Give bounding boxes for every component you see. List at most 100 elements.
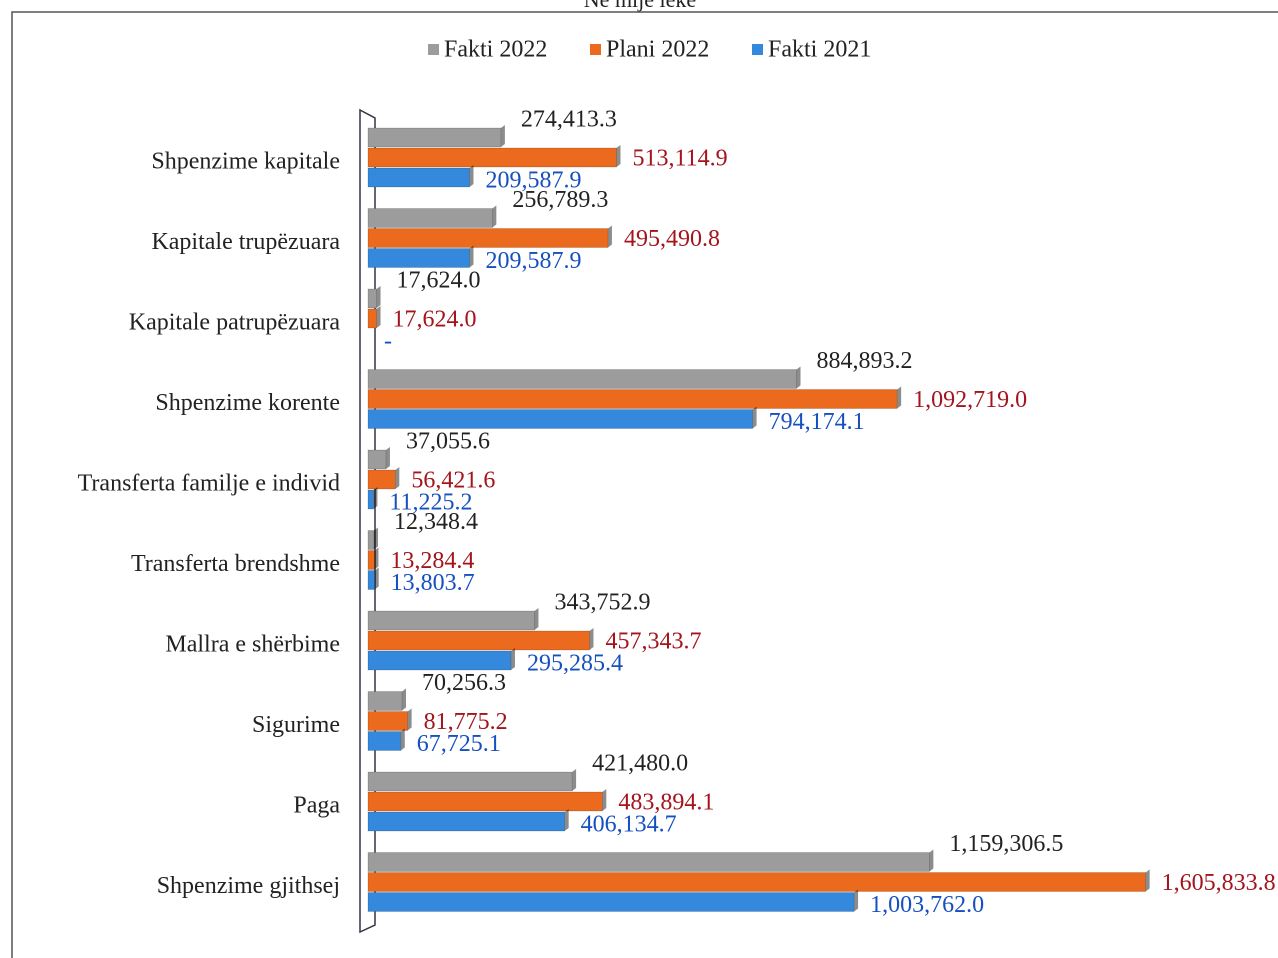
data-label: 67,725.1 bbox=[417, 731, 501, 757]
data-label: 56,421.6 bbox=[411, 468, 495, 494]
bar-side bbox=[534, 608, 539, 630]
y-tick-label: Sigurime bbox=[252, 712, 340, 738]
data-label: 483,894.1 bbox=[618, 790, 714, 816]
data-label: 274,413.3 bbox=[521, 107, 617, 133]
bar bbox=[367, 409, 753, 429]
bar-side bbox=[374, 547, 379, 570]
legend-swatch bbox=[752, 44, 763, 55]
data-label: 17,624.0 bbox=[397, 268, 481, 294]
frame bbox=[11, 11, 1278, 958]
bar-side bbox=[374, 567, 379, 590]
bar bbox=[367, 610, 535, 631]
bar bbox=[367, 892, 855, 912]
bar-side bbox=[752, 406, 757, 429]
bar bbox=[367, 369, 797, 389]
bar bbox=[367, 811, 565, 832]
bar bbox=[367, 791, 603, 812]
bar bbox=[367, 711, 408, 731]
bar bbox=[367, 550, 375, 570]
y-tick-label: Transferta brendshme bbox=[131, 551, 340, 577]
y-tick-label: Kapitale trupëzuara bbox=[151, 229, 340, 255]
data-label: 295,285.4 bbox=[527, 651, 623, 677]
legend-label: Plani 2022 bbox=[606, 37, 709, 63]
bar bbox=[367, 872, 1146, 892]
bar bbox=[367, 228, 609, 248]
bar-side bbox=[400, 728, 405, 751]
bar-side bbox=[589, 628, 594, 650]
bar-side bbox=[796, 366, 801, 389]
data-label: 13,803.7 bbox=[391, 570, 475, 596]
bar bbox=[367, 308, 377, 329]
bar bbox=[367, 530, 375, 550]
y-tick-label: Mallra e shërbime bbox=[165, 632, 340, 658]
bar-side bbox=[897, 386, 902, 409]
bar bbox=[367, 288, 377, 309]
data-label: 1,159,306.5 bbox=[949, 831, 1063, 857]
y-tick-label: Shpenzime korente bbox=[155, 390, 340, 416]
bar bbox=[367, 650, 512, 671]
bar bbox=[367, 771, 573, 792]
bar-side bbox=[373, 487, 378, 509]
legend-swatch bbox=[428, 44, 439, 55]
data-label: 495,490.8 bbox=[624, 226, 720, 252]
data-label: - bbox=[384, 329, 392, 355]
data-label: 457,343.7 bbox=[605, 629, 701, 655]
bar-side bbox=[616, 145, 621, 167]
bar bbox=[367, 731, 402, 751]
data-label: 209,587.9 bbox=[485, 168, 581, 194]
data-label: 256,789.3 bbox=[512, 187, 608, 213]
bar bbox=[367, 208, 493, 228]
bar-side bbox=[510, 648, 515, 670]
data-label: 421,480.0 bbox=[592, 751, 688, 777]
bar-side bbox=[469, 165, 474, 187]
y-tick-label: Kapitale patrupëzuara bbox=[129, 310, 341, 336]
bar-side bbox=[500, 125, 505, 147]
legend-swatch bbox=[590, 44, 601, 55]
y-tick-label: Paga bbox=[293, 793, 340, 819]
y-tick-label: Transferta familje e individ bbox=[78, 471, 340, 497]
legend-label: Fakti 2022 bbox=[444, 37, 547, 63]
data-label: 884,893.2 bbox=[817, 348, 913, 374]
legend-label: Fakti 2021 bbox=[768, 37, 871, 63]
bar-side bbox=[602, 789, 607, 811]
data-label: 1,605,833.8 bbox=[1162, 870, 1276, 896]
data-label: 12,348.4 bbox=[394, 509, 478, 535]
data-label: 343,752.9 bbox=[554, 590, 650, 616]
bar-side bbox=[572, 769, 577, 791]
data-label: 37,055.6 bbox=[406, 429, 490, 455]
data-label: 13,284.4 bbox=[390, 548, 474, 574]
bar-side bbox=[373, 527, 378, 550]
bar-side bbox=[564, 809, 569, 831]
data-label: 81,775.2 bbox=[424, 709, 508, 735]
bar bbox=[367, 691, 403, 711]
bar bbox=[367, 469, 396, 490]
data-label: 17,624.0 bbox=[393, 307, 477, 333]
y-tick-label: Shpenzime kapitale bbox=[151, 149, 340, 175]
bar-side bbox=[376, 286, 381, 308]
data-label: 794,174.1 bbox=[769, 409, 865, 435]
bar-side bbox=[469, 245, 474, 268]
bar-side bbox=[395, 467, 400, 489]
bar-side bbox=[1145, 869, 1150, 892]
bar bbox=[367, 147, 617, 168]
data-label: 1,003,762.0 bbox=[870, 892, 984, 918]
bar bbox=[367, 167, 470, 188]
bar-side bbox=[854, 889, 859, 912]
y-tick-label: Shpenzime gjithsej bbox=[157, 873, 340, 899]
bar-side bbox=[407, 708, 412, 731]
bar bbox=[367, 630, 590, 651]
bar bbox=[367, 389, 898, 409]
data-label: 406,134.7 bbox=[581, 812, 677, 838]
bar-side bbox=[607, 225, 612, 248]
data-label: 513,114.9 bbox=[632, 146, 727, 172]
data-label: 1,092,719.0 bbox=[913, 387, 1027, 413]
bar-side bbox=[402, 688, 407, 711]
data-label: 70,256.3 bbox=[422, 670, 506, 696]
chart-subtitle: Në mijë lekë bbox=[584, 0, 696, 12]
bar bbox=[367, 489, 374, 510]
bar bbox=[367, 852, 930, 872]
bar-side bbox=[376, 306, 381, 328]
bar-side bbox=[929, 849, 934, 872]
bar bbox=[367, 570, 375, 590]
